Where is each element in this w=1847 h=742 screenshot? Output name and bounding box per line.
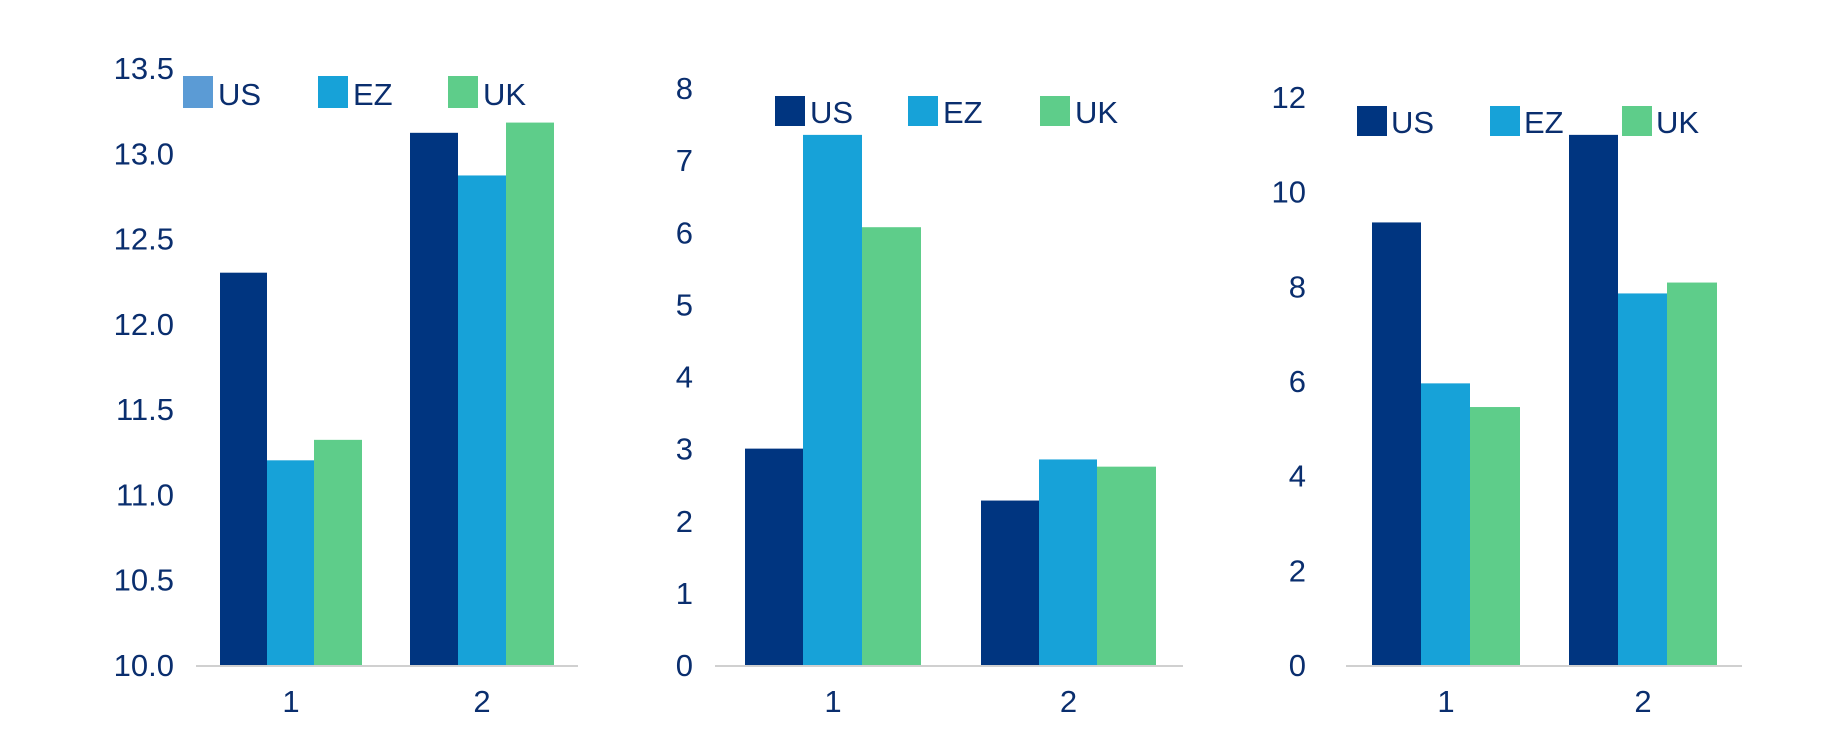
bar-uk-2 (1667, 282, 1717, 665)
y-tick-label: 5 (676, 287, 693, 322)
bar-ez-2 (458, 175, 506, 665)
legend-swatch-ez (1490, 106, 1520, 136)
chart-panel-middle: 0 1 2 3 4 5 6 7 8 1 2 US EZ UK (676, 71, 1183, 719)
legend-swatch-us (183, 76, 213, 108)
legend-label-ez: EZ (1524, 105, 1564, 140)
y-tick-label: 11.0 (116, 477, 174, 512)
y-tick-label: 4 (676, 360, 693, 395)
y-tick-label: 13.5 (114, 51, 174, 86)
bar-uk-1 (1470, 407, 1520, 665)
bar-ez-2 (1039, 459, 1097, 665)
bar-ez-2 (1618, 293, 1667, 665)
y-tick-label: 2 (676, 504, 693, 539)
bar-uk-1 (862, 227, 921, 666)
y-tick-label: 10.0 (114, 648, 174, 683)
legend-swatch-uk (448, 76, 478, 108)
legend-swatch-us (775, 96, 805, 126)
y-tick-label: 8 (1289, 269, 1306, 304)
x-tick-label: 2 (473, 684, 490, 719)
chart-panel-left: 10.0 10.5 11.0 11.5 12.0 12.5 13.0 13.5 1 2 US EZ UK (114, 51, 578, 719)
legend-swatch-ez (908, 96, 938, 126)
bar-us-1 (745, 448, 803, 665)
x-tick-label: 2 (1634, 684, 1651, 719)
legend-swatch-uk (1040, 96, 1070, 126)
bar-us-1 (1372, 222, 1421, 665)
legend-swatch-us (1357, 106, 1387, 136)
x-tick-label: 1 (282, 684, 299, 719)
y-tick-label: 0 (1289, 648, 1306, 683)
y-tick-label: 10.5 (114, 563, 174, 598)
legend-swatch-uk (1622, 106, 1652, 136)
bar-uk-1 (314, 439, 362, 665)
y-tick-label: 1 (676, 576, 693, 611)
y-tick-label: 2 (1289, 553, 1306, 588)
bar-uk-2 (506, 122, 554, 665)
y-tick-label: 7 (676, 143, 693, 178)
bar-ez-1 (803, 134, 862, 666)
bar-us-1 (220, 272, 267, 665)
y-tick-label: 12.0 (114, 307, 174, 342)
bar-us-2 (1569, 134, 1618, 665)
y-tick-label: 6 (676, 215, 693, 250)
x-tick-label: 1 (824, 684, 841, 719)
legend-label-ez: EZ (943, 95, 983, 130)
y-tick-label: 0 (676, 648, 693, 683)
bar-us-2 (981, 500, 1039, 665)
y-tick-label: 6 (1289, 364, 1306, 399)
legend-label-us: US (1391, 105, 1434, 140)
y-tick-label: 8 (676, 71, 693, 106)
legend-label-us: US (810, 95, 853, 130)
y-tick-label: 3 (676, 432, 693, 467)
bar-ez-1 (267, 460, 314, 665)
legend-swatch-ez (318, 76, 348, 108)
y-tick-label: 11.5 (116, 392, 174, 427)
y-tick-label: 12.5 (114, 222, 174, 257)
legend-label-uk: UK (483, 77, 526, 112)
legend-label-uk: UK (1075, 95, 1118, 130)
y-tick-label: 13.0 (114, 136, 174, 171)
bar-us-2 (410, 132, 458, 665)
legend-label-uk: UK (1656, 105, 1699, 140)
legend-label-ez: EZ (353, 77, 393, 112)
legend-label-us: US (218, 77, 261, 112)
x-tick-label: 2 (1060, 684, 1077, 719)
y-tick-label: 10 (1272, 175, 1306, 210)
y-tick-label: 4 (1289, 459, 1306, 494)
bar-ez-1 (1421, 383, 1470, 665)
y-tick-label: 12 (1272, 80, 1306, 115)
x-tick-label: 1 (1437, 684, 1454, 719)
bar-uk-2 (1097, 466, 1156, 665)
